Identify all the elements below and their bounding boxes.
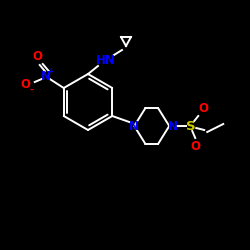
Text: O: O (33, 50, 43, 64)
Text: O: O (190, 140, 200, 153)
Text: HN: HN (96, 54, 116, 66)
Text: +: + (48, 66, 54, 76)
Text: N: N (41, 70, 51, 82)
Text: -: - (30, 86, 34, 94)
Text: O: O (198, 102, 208, 116)
Text: N: N (168, 120, 178, 132)
Text: N: N (129, 120, 139, 132)
Text: O: O (21, 78, 31, 90)
Text: S: S (186, 120, 196, 132)
